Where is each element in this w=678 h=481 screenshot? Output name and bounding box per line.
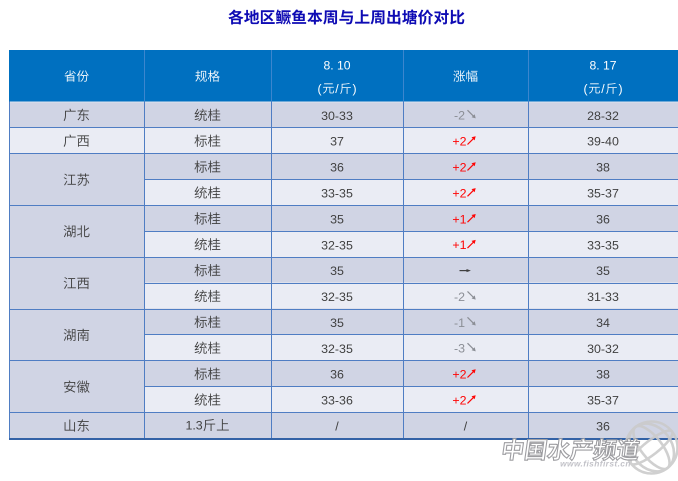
svg-text:-2: -2 xyxy=(454,109,465,123)
svg-text:/: / xyxy=(335,82,339,96)
svg-text:+2: +2 xyxy=(452,186,466,200)
svg-text:36: 36 xyxy=(596,419,610,433)
svg-text:): ) xyxy=(352,82,356,96)
svg-text:+1: +1 xyxy=(452,238,466,252)
svg-text:(: ( xyxy=(317,82,321,96)
svg-text:+2: +2 xyxy=(452,393,466,407)
svg-text:32-35: 32-35 xyxy=(321,290,353,304)
svg-text:34: 34 xyxy=(596,316,610,330)
svg-text:36: 36 xyxy=(596,212,610,226)
svg-text:+2: +2 xyxy=(452,368,466,382)
svg-text:28-32: 28-32 xyxy=(587,109,619,123)
svg-text:32-35: 32-35 xyxy=(321,342,353,356)
svg-text:36: 36 xyxy=(330,368,344,382)
svg-text:36: 36 xyxy=(330,161,344,175)
svg-text:35: 35 xyxy=(596,264,610,278)
svg-text:/: / xyxy=(601,82,605,96)
svg-text:www.fishfirst.cn: www.fishfirst.cn xyxy=(560,459,631,469)
svg-text:30-32: 30-32 xyxy=(587,342,619,356)
svg-text:35: 35 xyxy=(330,212,344,226)
svg-text:33-35: 33-35 xyxy=(321,187,353,201)
svg-text:31-33: 31-33 xyxy=(587,290,619,304)
svg-text:33-35: 33-35 xyxy=(587,238,619,252)
svg-text:37: 37 xyxy=(330,135,344,149)
svg-text:-3: -3 xyxy=(454,342,465,356)
svg-text:1.3: 1.3 xyxy=(185,418,202,432)
svg-text:33-36: 33-36 xyxy=(321,394,353,408)
svg-text:+2: +2 xyxy=(452,135,466,149)
svg-text:/: / xyxy=(464,419,468,433)
svg-text:39-40: 39-40 xyxy=(587,135,619,149)
svg-text:-1: -1 xyxy=(454,316,465,330)
svg-text:35-37: 35-37 xyxy=(587,394,619,408)
svg-text:-2: -2 xyxy=(454,290,465,304)
svg-text:+1: +1 xyxy=(452,212,466,226)
svg-text:35: 35 xyxy=(330,264,344,278)
svg-text:8. 10: 8. 10 xyxy=(323,58,350,72)
svg-text:35-37: 35-37 xyxy=(587,187,619,201)
svg-text:38: 38 xyxy=(596,368,610,382)
svg-text:): ) xyxy=(618,82,622,96)
svg-text:+2: +2 xyxy=(452,161,466,175)
svg-text:/: / xyxy=(335,419,339,433)
svg-text:35: 35 xyxy=(330,316,344,330)
svg-text:30-33: 30-33 xyxy=(321,109,353,123)
svg-text:32-35: 32-35 xyxy=(321,238,353,252)
svg-text:(: ( xyxy=(583,82,587,96)
svg-text:38: 38 xyxy=(596,161,610,175)
svg-text:8. 17: 8. 17 xyxy=(589,58,616,72)
